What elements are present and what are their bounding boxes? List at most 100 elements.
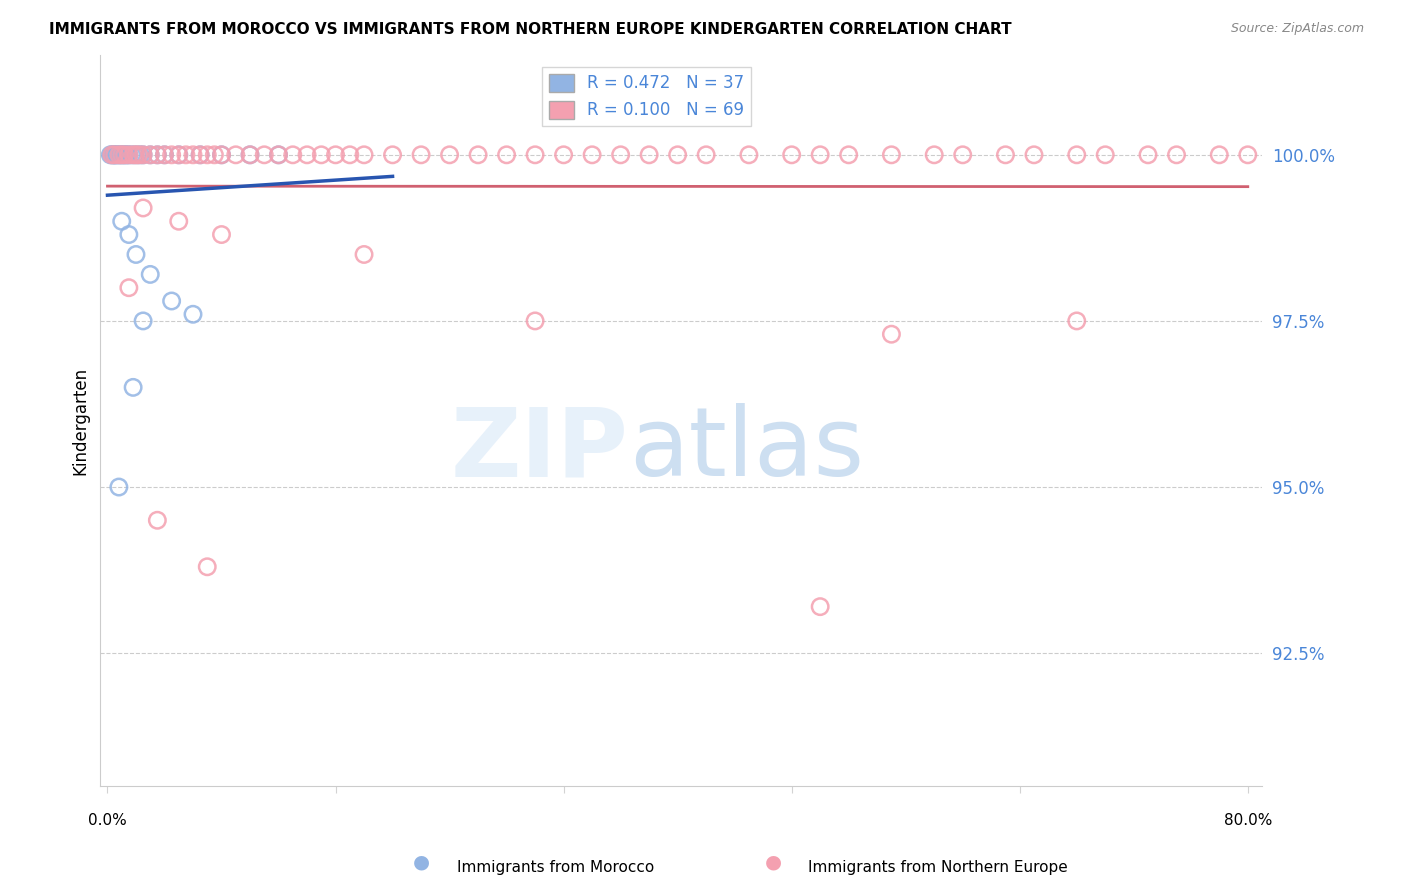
Point: [553, 148, 575, 162]
Point: [239, 148, 262, 162]
Point: [124, 148, 146, 162]
Point: [128, 148, 150, 162]
Text: 0.0%: 0.0%: [89, 813, 127, 828]
Point: [211, 148, 233, 162]
Point: [202, 148, 225, 162]
Point: [115, 148, 138, 162]
Point: [127, 148, 149, 162]
Point: [239, 148, 262, 162]
Point: [108, 148, 131, 162]
Text: ●: ●: [765, 852, 782, 871]
Point: [695, 148, 717, 162]
Point: [267, 148, 290, 162]
Point: [160, 293, 183, 308]
Point: [104, 148, 127, 162]
Point: [122, 380, 145, 394]
Point: [160, 148, 183, 162]
Point: [439, 148, 461, 162]
Point: [994, 148, 1017, 162]
Point: [112, 148, 135, 162]
Point: [167, 148, 190, 162]
Text: Immigrants from Northern Europe: Immigrants from Northern Europe: [808, 860, 1069, 874]
Point: [108, 148, 131, 162]
Point: [353, 247, 375, 261]
Point: [117, 148, 139, 162]
Text: IMMIGRANTS FROM MOROCCO VS IMMIGRANTS FROM NORTHERN EUROPE KINDERGARTEN CORRELAT: IMMIGRANTS FROM MOROCCO VS IMMIGRANTS FR…: [49, 22, 1012, 37]
Point: [114, 148, 136, 162]
Text: Source: ZipAtlas.com: Source: ZipAtlas.com: [1230, 22, 1364, 36]
Point: [195, 559, 218, 574]
Point: [188, 148, 211, 162]
Point: [211, 227, 233, 242]
Point: [129, 148, 152, 162]
Text: atlas: atlas: [628, 403, 865, 496]
Point: [609, 148, 631, 162]
Point: [125, 247, 148, 261]
Point: [808, 148, 831, 162]
Point: [110, 148, 132, 162]
Point: [409, 148, 432, 162]
Point: [111, 148, 134, 162]
Point: [880, 148, 903, 162]
Point: [118, 227, 141, 242]
Point: [524, 148, 547, 162]
Point: [1137, 148, 1160, 162]
Point: [780, 148, 803, 162]
Point: [146, 513, 169, 527]
Point: [838, 148, 860, 162]
Point: [100, 148, 122, 162]
Point: [114, 148, 136, 162]
Point: [132, 148, 155, 162]
Text: 80.0%: 80.0%: [1223, 813, 1272, 828]
Point: [100, 148, 122, 162]
Point: [524, 314, 547, 328]
Point: [1066, 314, 1088, 328]
Point: [118, 148, 141, 162]
Point: [146, 148, 169, 162]
Point: [139, 148, 162, 162]
Point: [118, 148, 141, 162]
Point: [808, 599, 831, 614]
Point: [952, 148, 974, 162]
Point: [98, 148, 121, 162]
Text: ZIP: ZIP: [451, 403, 628, 496]
Point: [132, 148, 155, 162]
Point: [467, 148, 489, 162]
Point: [281, 148, 304, 162]
Point: [311, 148, 333, 162]
Point: [295, 148, 318, 162]
Point: [922, 148, 945, 162]
Point: [111, 148, 134, 162]
Point: [101, 148, 124, 162]
Point: [118, 281, 141, 295]
Point: [104, 148, 127, 162]
Point: [153, 148, 176, 162]
Point: [1236, 148, 1258, 162]
Point: [188, 148, 211, 162]
Point: [167, 148, 190, 162]
Point: [1066, 148, 1088, 162]
Point: [132, 314, 155, 328]
Point: [153, 148, 176, 162]
Point: [121, 148, 143, 162]
Text: ●: ●: [413, 852, 430, 871]
Point: [339, 148, 361, 162]
Point: [107, 148, 129, 162]
Point: [139, 148, 162, 162]
Point: [167, 214, 190, 228]
Point: [195, 148, 218, 162]
Point: [666, 148, 689, 162]
Legend: R = 0.472   N = 37, R = 0.100   N = 69: R = 0.472 N = 37, R = 0.100 N = 69: [541, 67, 751, 126]
Point: [108, 480, 131, 494]
Point: [174, 148, 197, 162]
Point: [211, 148, 233, 162]
Point: [225, 148, 247, 162]
Text: Immigrants from Morocco: Immigrants from Morocco: [457, 860, 654, 874]
Point: [581, 148, 603, 162]
Point: [353, 148, 375, 162]
Point: [122, 148, 145, 162]
Point: [104, 148, 127, 162]
Point: [1166, 148, 1188, 162]
Point: [253, 148, 276, 162]
Point: [146, 148, 169, 162]
